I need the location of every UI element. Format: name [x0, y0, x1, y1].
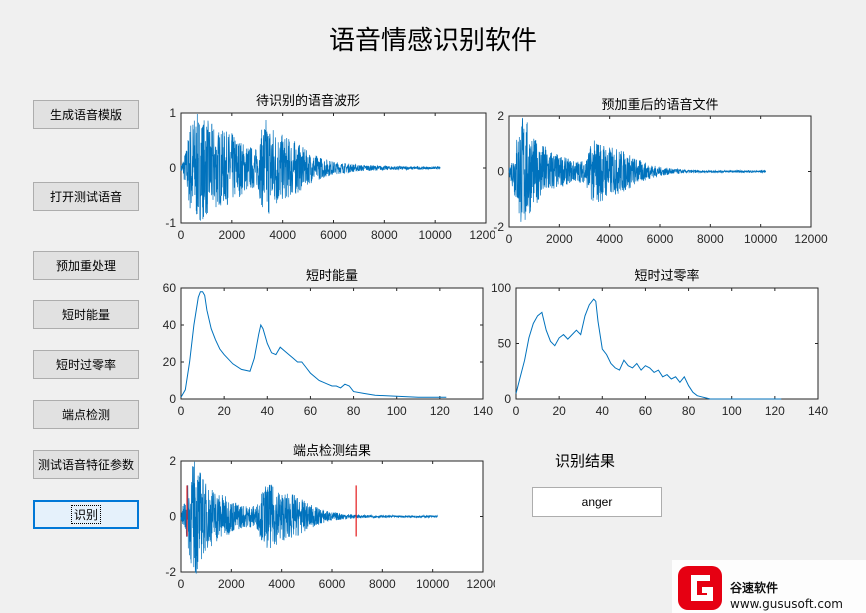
series-line: [508, 117, 767, 222]
energy-chart: 0 20 40 60 80 100 120 140 0 20 40 60: [163, 281, 494, 418]
x-tick-label: 8000: [697, 232, 724, 245]
x-tick-label: 120: [430, 404, 450, 418]
y-tick-label: 2: [169, 455, 176, 468]
series-line: [180, 461, 438, 574]
x-tick-label: 80: [682, 404, 696, 418]
y-tick-label: -2: [165, 565, 176, 579]
x-tick-label: 4000: [596, 232, 623, 245]
button-label: 短时能量: [61, 308, 110, 322]
y-tick-label: -2: [493, 220, 504, 234]
x-tick-label: 4000: [268, 577, 295, 591]
x-tick-label: 6000: [320, 228, 347, 242]
result-field[interactable]: anger: [532, 487, 662, 517]
y-tick-label: 0: [169, 392, 176, 406]
x-tick-label: 80: [347, 404, 361, 418]
x-tick-label: 60: [639, 404, 653, 418]
series-line: [515, 298, 782, 400]
series-line: [180, 291, 447, 398]
x-tick-label: 0: [506, 232, 513, 245]
button-label: 预加重处理: [55, 259, 116, 273]
x-tick-label: 2000: [546, 232, 573, 245]
x-tick-label: 10000: [744, 232, 778, 245]
x-tick-label: 6000: [319, 577, 346, 591]
x-tick-label: 100: [722, 404, 742, 418]
x-tick-label: 2000: [218, 577, 245, 591]
plot-area: [180, 287, 484, 400]
button-label: 端点检测: [61, 408, 110, 422]
brand-logo-icon: [678, 566, 722, 610]
plot-title-energy: 短时能量: [305, 269, 358, 284]
endpoint-detection-button[interactable]: 端点检测: [33, 400, 139, 429]
x-tick-label: 2000: [218, 228, 245, 242]
button-label: 打开测试语音: [49, 190, 122, 204]
button-label: 测试语音特征参数: [37, 458, 134, 472]
x-tick-label: 120: [765, 404, 785, 418]
x-tick-label: 8000: [371, 228, 398, 242]
y-tick-label: 50: [498, 337, 512, 351]
y-tick-label: 1: [169, 106, 176, 120]
x-tick-label: 140: [808, 404, 828, 418]
result-label: 识别结果: [555, 452, 616, 470]
plot-title-zcr: 短时过零率: [634, 269, 700, 284]
x-tick-label: 40: [261, 404, 275, 418]
plot-title-pre-emphasis: 预加重后的语音文件: [601, 98, 719, 113]
button-label: 生成语音模版: [49, 108, 122, 122]
short-time-energy-button[interactable]: 短时能量: [33, 300, 139, 329]
x-tick-label: 60: [304, 404, 318, 418]
brand-name: 谷速软件: [730, 580, 778, 595]
x-tick-label: 12000: [466, 577, 495, 591]
y-tick-label: 0: [504, 392, 511, 406]
brand-watermark: 谷速软件 www.gususoft.com: [672, 560, 866, 613]
y-tick-label: 2: [497, 110, 504, 123]
result-value: anger: [581, 495, 613, 509]
x-tick-label: 6000: [647, 232, 674, 245]
zcr-chart: 0 20 40 60 80 100 120 140 0 50 100: [491, 281, 828, 418]
pre-emphasis-chart: 0 2000 4000 6000 8000 10000 12000-202: [493, 110, 828, 245]
x-tick-label: 12000: [794, 232, 828, 245]
recognize-button[interactable]: 识别: [33, 500, 139, 529]
series-line: [180, 113, 441, 221]
x-tick-label: 0: [178, 404, 185, 418]
x-tick-label: 8000: [369, 577, 396, 591]
y-tick-label: 20: [163, 355, 177, 369]
x-tick-label: 20: [217, 404, 231, 418]
y-tick-label: 100: [491, 281, 511, 295]
y-tick-label: -1: [165, 216, 176, 230]
pre-emphasis-button[interactable]: 预加重处理: [33, 251, 139, 280]
x-tick-label: 0: [178, 577, 185, 591]
x-tick-label: 0: [178, 228, 185, 242]
x-tick-label: 10000: [416, 577, 450, 591]
open-test-audio-button[interactable]: 打开测试语音: [33, 182, 139, 211]
x-tick-label: 40: [596, 404, 610, 418]
plot-title-waveform: 待识别的语音波形: [255, 94, 360, 109]
plot-area: [515, 287, 819, 400]
y-tick-label: 0: [497, 165, 504, 179]
app-title: 语音情感识别软件: [328, 26, 537, 56]
button-label: 短时过零率: [55, 358, 116, 372]
y-tick-label: 60: [163, 281, 177, 295]
x-tick-label: 4000: [269, 228, 296, 242]
y-tick-label: 0: [169, 161, 176, 175]
y-tick-label: 40: [163, 318, 177, 332]
button-label: 识别: [70, 505, 102, 524]
generate-template-button[interactable]: 生成语音模版: [33, 100, 139, 129]
x-tick-label: 20: [552, 404, 566, 418]
y-tick-label: 0: [169, 510, 176, 524]
x-tick-label: 100: [387, 404, 407, 418]
zero-crossing-rate-button[interactable]: 短时过零率: [33, 350, 139, 379]
brand-url: www.gususoft.com: [730, 597, 843, 611]
plot-title-endpoint: 端点检测结果: [292, 444, 371, 459]
test-features-button[interactable]: 测试语音特征参数: [33, 450, 139, 479]
x-tick-label: 10000: [418, 228, 452, 242]
x-tick-label: 0: [513, 404, 520, 418]
x-tick-label: 12000: [469, 228, 495, 242]
x-tick-label: 140: [473, 404, 493, 418]
